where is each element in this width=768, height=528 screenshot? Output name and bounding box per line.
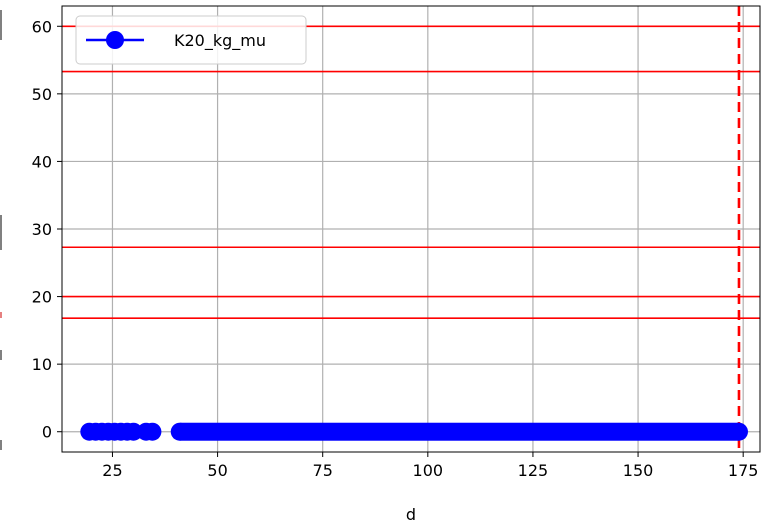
x-tick-label: 150 bbox=[623, 461, 654, 480]
y-tick-label: 30 bbox=[32, 220, 52, 239]
series-point bbox=[124, 422, 143, 441]
x-tick-label: 75 bbox=[313, 461, 333, 480]
series-marker-band bbox=[179, 422, 739, 441]
tick-layer: 25 50 75 100 125 150 175 0 10 20 30 40 50 60 bbox=[32, 17, 759, 480]
series-point bbox=[729, 422, 748, 441]
x-tick-label: 50 bbox=[207, 461, 227, 480]
legend-box bbox=[75, 15, 307, 65]
y-tick-label: 50 bbox=[32, 85, 52, 104]
x-tick-label: 100 bbox=[413, 461, 444, 480]
y-tick-label: 60 bbox=[32, 17, 52, 36]
y-tick-label: 20 bbox=[32, 288, 52, 307]
series-layer bbox=[80, 422, 748, 441]
y-tick-label: 10 bbox=[32, 355, 52, 374]
y-tick-label: 40 bbox=[32, 152, 52, 171]
series-point bbox=[143, 422, 162, 441]
legend-label: K20_kg_mu bbox=[174, 31, 266, 51]
legend: K20_kg_mu bbox=[75, 15, 307, 65]
x-tick-label: 175 bbox=[728, 461, 759, 480]
legend-marker bbox=[106, 31, 124, 49]
series-point bbox=[170, 422, 189, 441]
x-tick-label: 25 bbox=[102, 461, 122, 480]
x-axis-label: d bbox=[406, 505, 416, 523]
reference-lines-layer bbox=[62, 6, 760, 452]
y-tick-label: 0 bbox=[42, 423, 52, 442]
x-tick-label: 125 bbox=[518, 461, 549, 480]
